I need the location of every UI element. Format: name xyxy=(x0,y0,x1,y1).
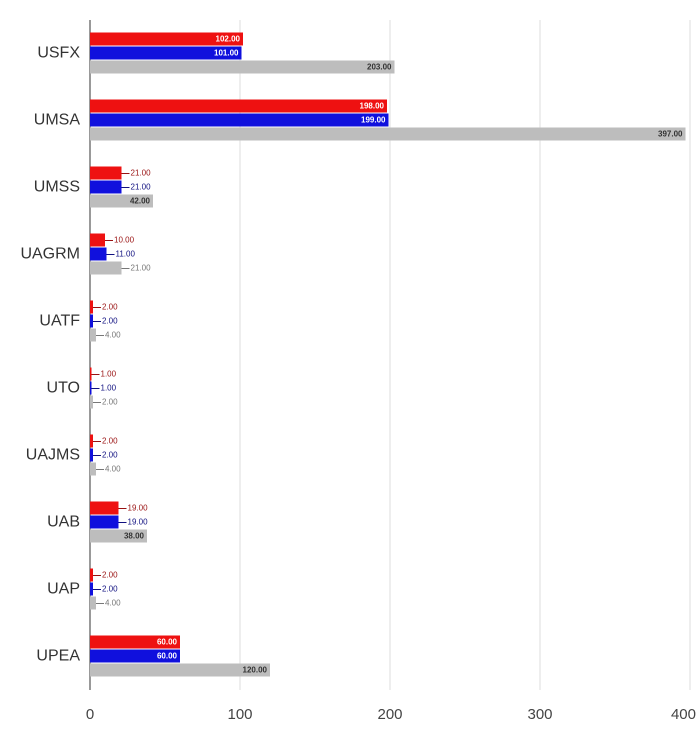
value-label: 2.00 xyxy=(102,585,118,594)
value-label: 199.00 xyxy=(361,116,386,125)
bar xyxy=(90,60,395,74)
y-tick-label: UAGRM xyxy=(20,246,80,263)
value-label: 4.00 xyxy=(105,331,121,340)
bar xyxy=(90,127,686,141)
value-label: 10.00 xyxy=(114,236,135,245)
bar xyxy=(90,367,92,381)
bar xyxy=(90,32,243,46)
y-tick-label: UPEA xyxy=(36,648,80,665)
value-label: 2.00 xyxy=(102,303,118,312)
bar xyxy=(90,300,93,314)
y-tick-label: UMSA xyxy=(34,112,81,129)
value-label: 60.00 xyxy=(157,638,178,647)
value-label: 1.00 xyxy=(101,370,117,379)
value-label: 19.00 xyxy=(128,504,149,513)
value-label: 2.00 xyxy=(102,317,118,326)
value-label: 203.00 xyxy=(367,63,392,72)
value-label: 60.00 xyxy=(157,652,178,661)
bar xyxy=(90,582,93,596)
bar xyxy=(90,663,270,677)
x-tick-label: 300 xyxy=(527,706,552,723)
value-label: 21.00 xyxy=(131,169,152,178)
value-label: 21.00 xyxy=(131,183,152,192)
y-tick-label: UAB xyxy=(47,514,80,531)
value-label: 21.00 xyxy=(131,264,152,273)
value-label: 2.00 xyxy=(102,398,118,407)
bar xyxy=(90,462,96,476)
value-label: 1.00 xyxy=(101,384,117,393)
y-tick-label: UMSS xyxy=(34,179,80,196)
bar xyxy=(90,448,93,462)
x-tick-label: 100 xyxy=(227,706,252,723)
bar xyxy=(90,434,93,448)
bar xyxy=(90,395,93,409)
bar xyxy=(90,247,107,261)
bar xyxy=(90,261,122,275)
x-tick-label: 200 xyxy=(377,706,402,723)
bar xyxy=(90,381,92,395)
bar xyxy=(90,328,96,342)
y-tick-label: UATF xyxy=(39,313,80,330)
y-tick-label: USFX xyxy=(37,45,80,62)
value-label: 42.00 xyxy=(130,197,151,206)
value-label: 2.00 xyxy=(102,571,118,580)
y-tick-label: UAP xyxy=(47,581,80,598)
y-tick-label: UAJMS xyxy=(26,447,80,464)
value-label: 11.00 xyxy=(116,250,136,259)
bar xyxy=(90,515,119,529)
bar xyxy=(90,529,147,543)
value-label: 19.00 xyxy=(128,518,149,527)
bar xyxy=(90,46,242,60)
bar xyxy=(90,568,93,582)
bar xyxy=(90,180,122,194)
bar xyxy=(90,194,153,208)
bar xyxy=(90,635,180,649)
bar xyxy=(90,501,119,515)
y-tick-label: UTO xyxy=(47,380,80,397)
value-label: 101.00 xyxy=(214,49,239,58)
x-tick-label: 0 xyxy=(86,706,94,723)
value-label: 4.00 xyxy=(105,599,121,608)
value-label: 397.00 xyxy=(658,130,683,139)
bar xyxy=(90,99,387,113)
bar xyxy=(90,233,105,247)
bar xyxy=(90,166,122,180)
value-label: 2.00 xyxy=(102,451,118,460)
value-label: 38.00 xyxy=(124,532,145,541)
value-label: 4.00 xyxy=(105,465,121,474)
x-tick-label: 400 xyxy=(671,706,696,723)
bar xyxy=(90,113,389,127)
value-label: 2.00 xyxy=(102,437,118,446)
bar xyxy=(90,314,93,328)
value-label: 102.00 xyxy=(216,35,241,44)
bar xyxy=(90,596,96,610)
bar xyxy=(90,649,180,663)
value-label: 120.00 xyxy=(243,666,268,675)
value-label: 198.00 xyxy=(360,102,385,111)
